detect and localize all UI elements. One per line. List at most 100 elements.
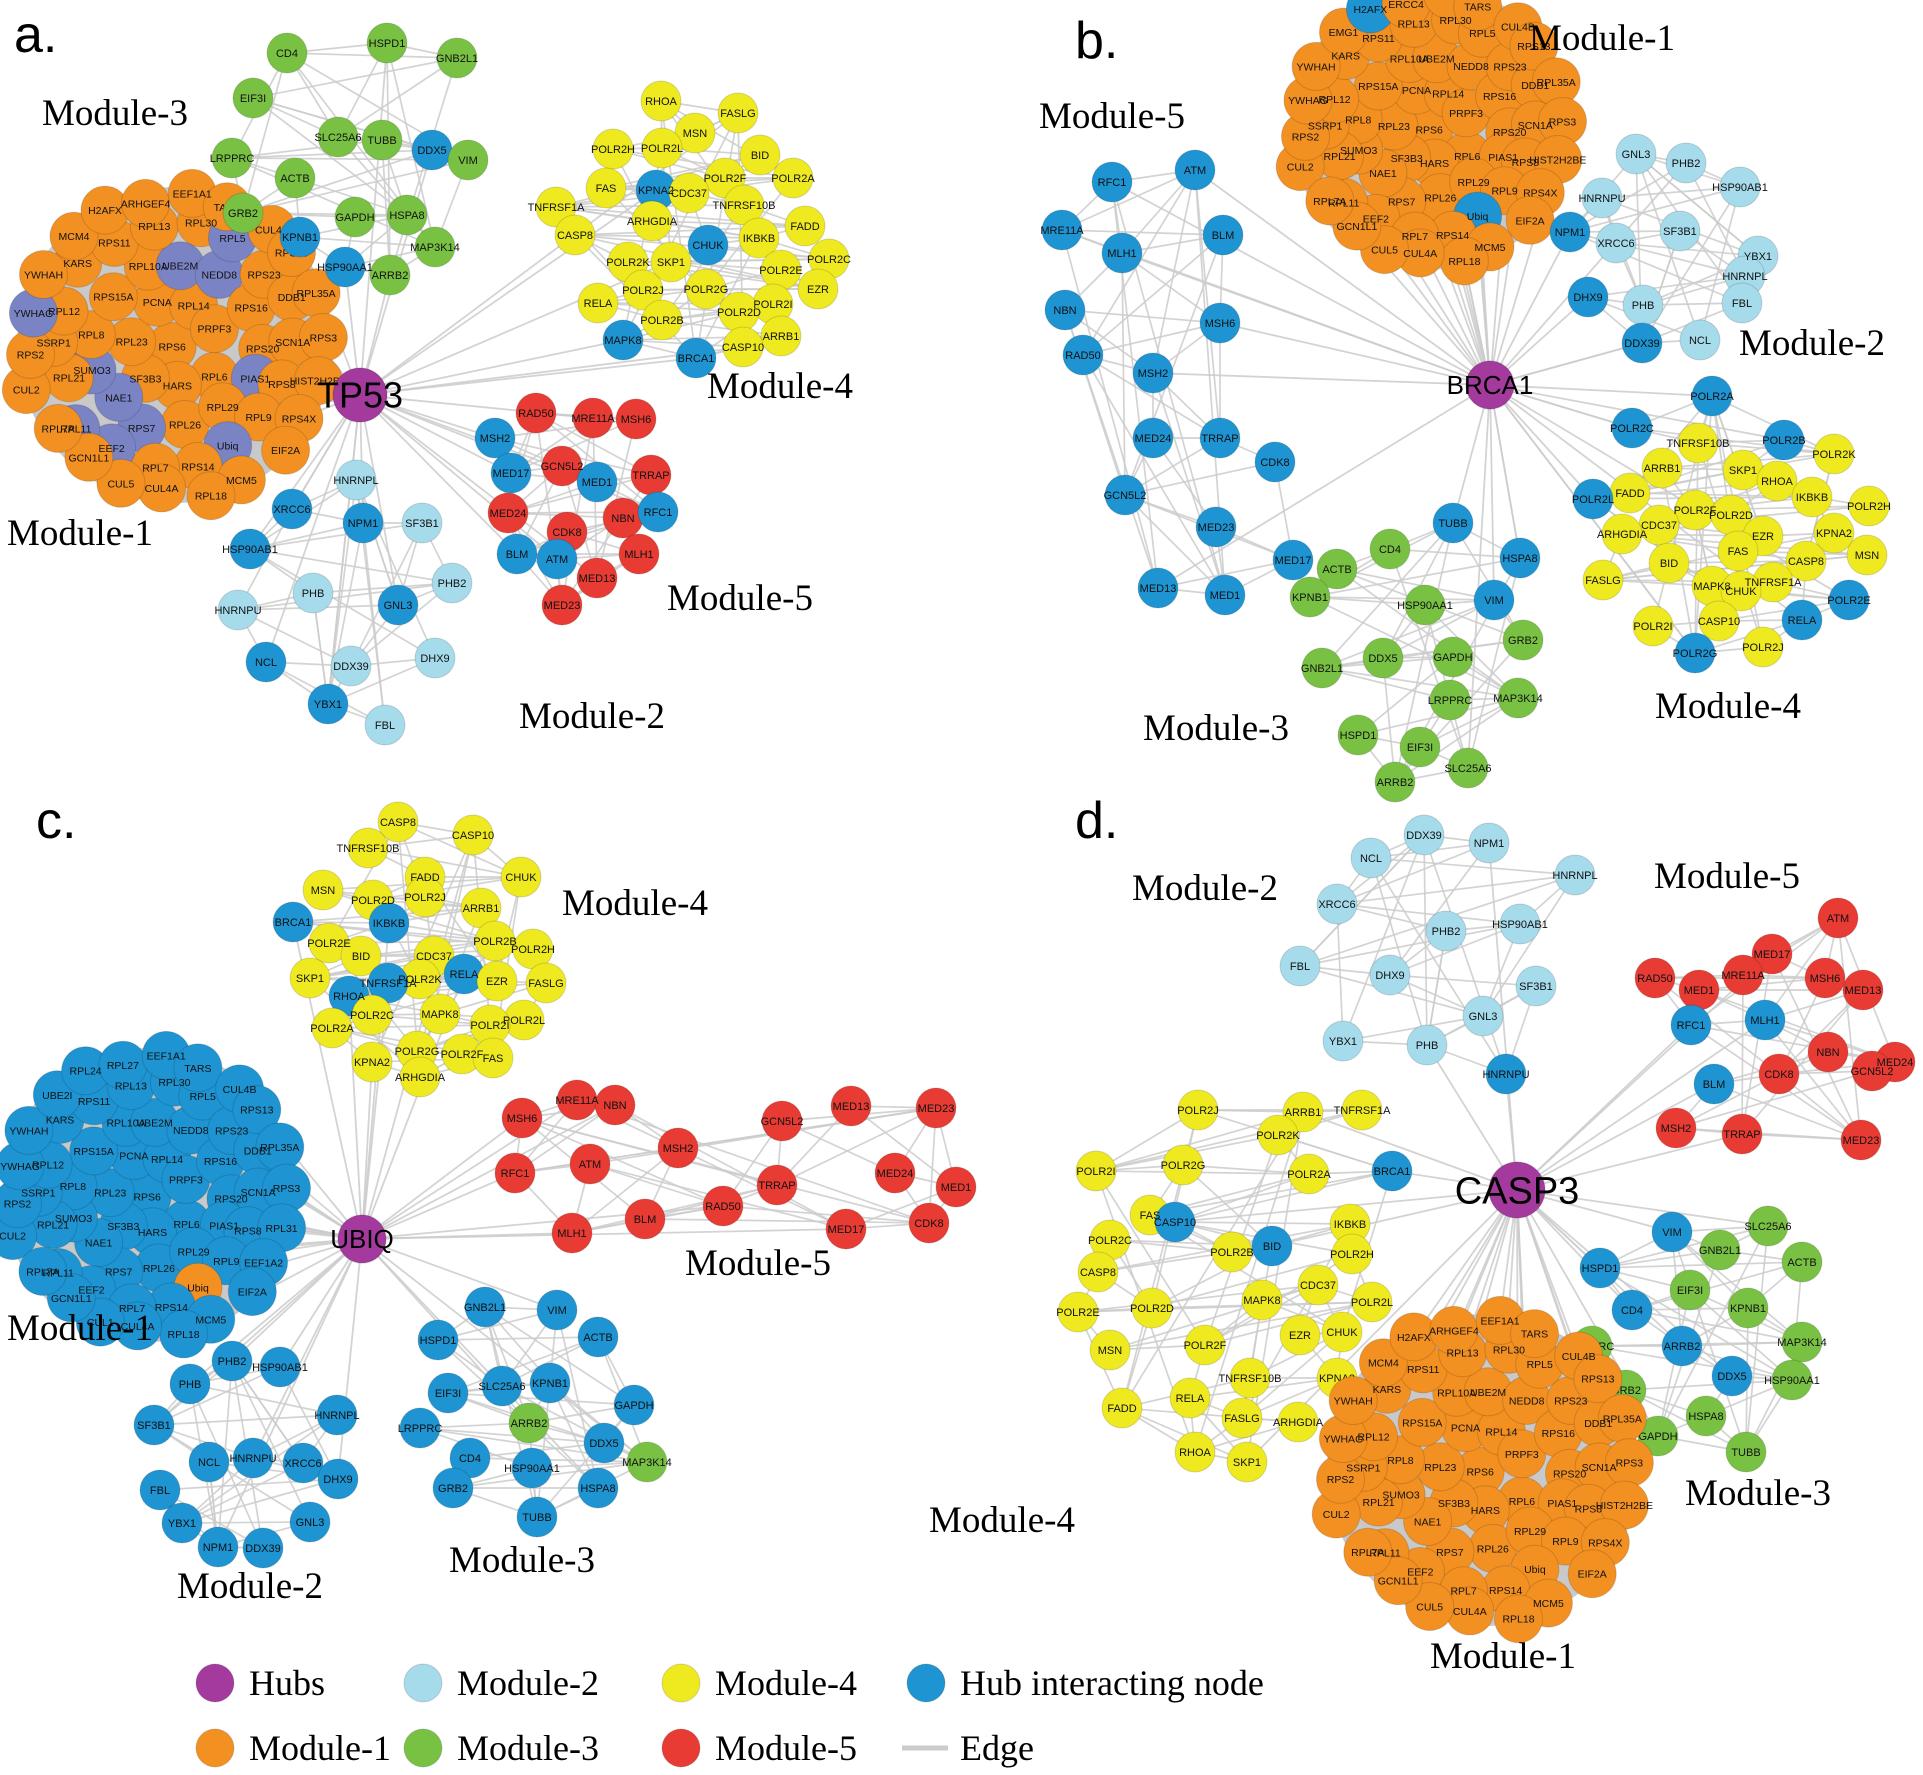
node-MSH6: [615, 398, 657, 440]
module-title-d-Module-3: Module-3: [1685, 1473, 1831, 1514]
node-RFC1: [1091, 161, 1133, 203]
node-label-ARRB1: ARRB1: [463, 903, 500, 915]
node-label-MAP3K14: MAP3K14: [1777, 1337, 1827, 1349]
edge: [1152, 372, 1491, 386]
node-label-NPM1: NPM1: [1555, 227, 1586, 239]
node-label-RPL10A: RPL10A: [129, 261, 168, 273]
hub-node-UBIQ: [337, 1214, 387, 1264]
node-label-UBE2M: UBE2M: [1418, 54, 1454, 66]
node-label-RPL30: RPL30: [158, 1077, 190, 1089]
node-SF3B1: [1515, 965, 1557, 1007]
node-SLC25A6: [1447, 747, 1489, 789]
edge: [614, 1104, 847, 1230]
node-label-TUBB: TUBB: [367, 135, 396, 147]
node-label-RELA: RELA: [450, 969, 479, 981]
node-label-ARRB2: ARRB2: [372, 270, 409, 282]
node-ARHGDIA: [1277, 1401, 1319, 1443]
edge: [1309, 596, 1495, 601]
node-label-LRPPRC: LRPPRC: [210, 153, 255, 165]
node-label-ATM: ATM: [1827, 913, 1849, 925]
node-TUBB: [516, 1496, 558, 1538]
node-label-RFC1: RFC1: [1677, 1020, 1706, 1032]
legend-label-module-5: Module-5: [715, 1728, 857, 1768]
edge: [1111, 181, 1491, 386]
node-MAP3K14: [1781, 1321, 1823, 1363]
node-RPL18: [186, 471, 236, 521]
node-label-POLR2I: POLR2I: [753, 299, 792, 311]
node-label-HSP90AA1: HSP90AA1: [1764, 1375, 1820, 1387]
edge: [249, 394, 361, 550]
node-label-MSH6: MSH6: [1810, 973, 1841, 985]
node-label-POLR2B: POLR2B: [1210, 1247, 1253, 1259]
node-MAPK8: [602, 319, 644, 361]
node-label-MED17: MED17: [1754, 949, 1791, 961]
node-label-POLR2E: POLR2E: [1056, 1307, 1099, 1319]
node-label-PHB: PHB: [1632, 300, 1655, 312]
node-POLR2G: [1162, 1144, 1204, 1186]
node-label-MSH6: MSH6: [1205, 318, 1236, 330]
module-title-b-Module-2: Module-2: [1739, 323, 1885, 364]
node-label-SF3B1: SF3B1: [137, 1420, 171, 1432]
edge: [242, 149, 433, 214]
node-SLC25A6: [1747, 1205, 1789, 1247]
node-label-CUL5: CUL5: [107, 478, 134, 490]
node-label-POLR2K: POLR2K: [1256, 1130, 1300, 1142]
node-NCL: [1350, 837, 1392, 879]
node-label-HSP90AA1: HSP90AA1: [1397, 600, 1453, 612]
node-DDX39: [242, 1527, 284, 1569]
node-label-EEF2: EEF2: [1407, 1567, 1433, 1579]
edge: [1764, 917, 1839, 1021]
edge: [1587, 275, 1746, 298]
node-MRE11A: [1041, 209, 1083, 251]
node-label-RPS7: RPS7: [105, 1267, 133, 1279]
node-GNB2L1: [436, 37, 478, 79]
node-label-RPS23: RPS23: [1493, 62, 1526, 74]
node-label-RPL29: RPL29: [1458, 177, 1490, 189]
node-label-RPL14: RPL14: [178, 301, 210, 313]
node-label-HIST2H2BE: HIST2H2BE: [1529, 155, 1586, 167]
node-ARHGDIA: [399, 1056, 441, 1098]
node-DDX39: [1621, 322, 1663, 364]
node-RAD50: [515, 392, 557, 434]
node-VIM: [1473, 579, 1515, 621]
node-SKP1: [650, 241, 692, 283]
edge: [1745, 1225, 1769, 1453]
node-label-HNRNPL: HNRNPL: [1552, 870, 1597, 882]
node-label-EIF2A: EIF2A: [271, 445, 300, 457]
edge: [1082, 234, 1224, 356]
legend-swatch-module-4: [661, 1663, 701, 1703]
node-label-POLR2D: POLR2D: [717, 307, 761, 319]
module-5-cluster: ATM RFC1 MRE11A BLM MLH1 NBN MSH6 RAD50 MSH2 MED2…: [1040, 149, 1314, 616]
node-label-RPL12: RPL12: [32, 1159, 64, 1171]
node-label-UBE2M: UBE2M: [137, 1117, 173, 1129]
node-label-ARRB2: ARRB2: [1377, 777, 1414, 789]
edge: [299, 236, 436, 248]
node-label-DHX9: DHX9: [323, 1474, 352, 1486]
node-label-HARS: HARS: [1471, 1505, 1500, 1517]
node-label-HSP90AB1: HSP90AB1: [1712, 182, 1768, 194]
module-3-cluster: GNB2L1 VIM HSPD1 ACTB SLC25A6 KPNB1 EIF3I GAPDH…: [398, 1286, 672, 1538]
node-CUL5: [96, 458, 146, 508]
edge: [1698, 977, 1826, 991]
node-POLR2H: [1331, 1233, 1373, 1275]
node-label-RPS4X: RPS4X: [1588, 1538, 1622, 1550]
panel-d: DDX39 NPM1 NCL HNRNPL XRCC6 PHB2 HSP90AB1 FBL DH…: [929, 792, 1916, 1677]
node-label-RPL26: RPL26: [1424, 193, 1456, 205]
edge: [1685, 162, 1746, 277]
node-POLR2C: [1611, 407, 1653, 449]
node-GRB2: [432, 1467, 474, 1509]
node-label-TNFRSF1A: TNFRSF1A: [528, 202, 586, 214]
node-label-VIM: VIM: [458, 155, 478, 167]
node-POLR2B: [1763, 419, 1805, 461]
node-RPL7A: [1305, 176, 1355, 226]
node-DDX39: [1403, 814, 1445, 856]
node-label-MSN: MSN: [1855, 550, 1880, 562]
edge: [1516, 1019, 1766, 1191]
module-3-cluster: TUBB HSPA8 CD4 ACTB KPNB1 HSP90AA1 VIM GRB2 DDX5…: [1289, 502, 1544, 803]
edge: [1516, 1083, 1715, 1191]
node-label-ARRB2: ARRB2: [511, 1418, 548, 1430]
node-label-RPL5: RPL5: [1469, 28, 1495, 40]
node-label-POLR2D: POLR2D: [1709, 510, 1753, 522]
node-KPNA2: [351, 1041, 393, 1083]
node-DHX9: [414, 637, 456, 679]
